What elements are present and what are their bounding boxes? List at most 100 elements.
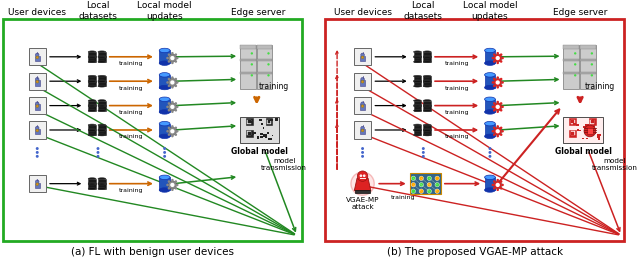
Circle shape [168, 60, 170, 63]
Ellipse shape [88, 51, 96, 53]
Bar [597, 136, 600, 138]
Circle shape [251, 74, 253, 77]
Ellipse shape [423, 129, 431, 131]
Circle shape [361, 105, 364, 107]
Ellipse shape [88, 178, 96, 180]
Circle shape [268, 52, 269, 54]
Text: training: training [259, 82, 289, 91]
Circle shape [176, 184, 179, 186]
Circle shape [419, 183, 424, 187]
Text: training: training [444, 61, 469, 66]
Ellipse shape [413, 80, 421, 82]
Ellipse shape [98, 51, 106, 53]
Circle shape [500, 187, 502, 190]
Ellipse shape [88, 182, 96, 184]
Circle shape [35, 126, 39, 130]
Circle shape [493, 78, 502, 86]
Circle shape [435, 183, 440, 187]
Circle shape [501, 106, 504, 108]
Circle shape [361, 155, 364, 158]
Circle shape [170, 56, 175, 60]
Circle shape [361, 126, 364, 130]
Bar [264, 134, 267, 137]
Circle shape [493, 53, 495, 56]
Circle shape [36, 147, 38, 150]
Circle shape [493, 78, 495, 80]
Bar [354, 122, 371, 139]
Circle shape [35, 180, 39, 183]
Circle shape [574, 63, 577, 66]
Bar [98, 76, 106, 82]
Circle shape [493, 85, 495, 87]
Circle shape [360, 174, 362, 177]
Bar [577, 124, 579, 126]
Bar [423, 105, 431, 111]
Bar [410, 173, 441, 194]
Bar [98, 57, 106, 62]
Circle shape [493, 54, 502, 62]
Bar [257, 72, 273, 74]
Circle shape [427, 176, 431, 181]
Circle shape [497, 86, 499, 88]
Circle shape [175, 85, 177, 87]
Text: Local model
updates: Local model updates [463, 1, 517, 21]
Ellipse shape [98, 55, 106, 57]
Ellipse shape [159, 97, 170, 101]
Bar [98, 183, 106, 189]
Circle shape [493, 181, 502, 189]
Circle shape [171, 110, 173, 113]
Bar [423, 125, 431, 130]
Bar [98, 81, 106, 86]
Ellipse shape [484, 85, 495, 90]
Circle shape [268, 74, 269, 77]
Bar [88, 57, 96, 62]
Circle shape [501, 81, 504, 84]
Circle shape [361, 129, 364, 132]
Bar [35, 56, 40, 61]
Bar [413, 130, 421, 135]
Bar [590, 120, 595, 124]
Bar [3, 19, 302, 241]
Circle shape [500, 180, 502, 183]
Ellipse shape [413, 130, 421, 131]
Circle shape [36, 183, 38, 186]
Ellipse shape [159, 134, 170, 139]
Bar [261, 123, 263, 125]
Bar [585, 131, 588, 133]
Bar [88, 76, 96, 82]
Circle shape [363, 174, 365, 177]
Circle shape [171, 189, 173, 191]
Circle shape [493, 127, 502, 135]
Ellipse shape [88, 130, 96, 131]
Bar [240, 117, 279, 143]
Ellipse shape [98, 134, 106, 136]
Bar [98, 130, 106, 135]
Circle shape [35, 53, 39, 57]
Ellipse shape [98, 178, 106, 180]
Ellipse shape [413, 55, 421, 57]
Ellipse shape [159, 122, 170, 126]
Circle shape [500, 85, 502, 87]
Circle shape [171, 76, 173, 79]
Circle shape [175, 60, 177, 63]
Ellipse shape [98, 105, 106, 107]
Circle shape [493, 109, 495, 111]
Circle shape [495, 129, 500, 133]
Bar [29, 122, 46, 139]
Circle shape [176, 106, 179, 108]
Bar [246, 118, 253, 125]
Circle shape [591, 74, 593, 77]
Circle shape [171, 125, 173, 128]
Circle shape [500, 78, 502, 80]
Bar [587, 128, 593, 134]
Circle shape [163, 147, 166, 150]
Ellipse shape [484, 48, 495, 53]
Text: training: training [119, 188, 143, 193]
Ellipse shape [484, 73, 495, 77]
Circle shape [497, 62, 499, 64]
Circle shape [422, 147, 425, 150]
Circle shape [170, 80, 175, 85]
Bar [35, 129, 40, 134]
Text: (b) The proposed VGAE-MP attack: (b) The proposed VGAE-MP attack [387, 247, 563, 257]
Bar [88, 125, 96, 130]
